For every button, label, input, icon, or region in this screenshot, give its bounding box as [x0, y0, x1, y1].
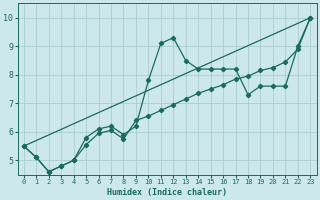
X-axis label: Humidex (Indice chaleur): Humidex (Indice chaleur): [107, 188, 227, 197]
